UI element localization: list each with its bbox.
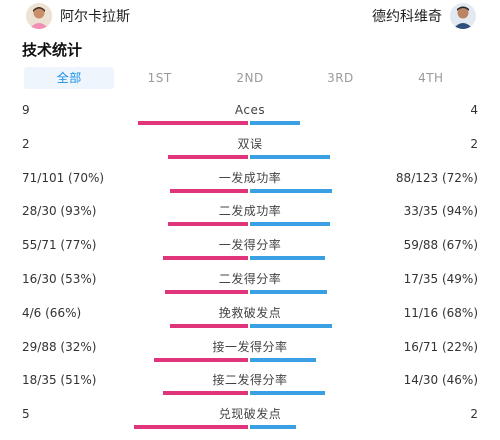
stat-right-value: 17/35 (49%) xyxy=(403,272,478,286)
stat-left-value: 16/30 (53%) xyxy=(22,272,97,286)
stat-right-bar xyxy=(250,154,330,159)
tab-4th[interactable]: 4TH xyxy=(418,71,444,85)
stat-label: 一发得分率 xyxy=(218,238,282,253)
stat-left-bar xyxy=(163,391,248,396)
stat-label: 接二发得分率 xyxy=(212,373,288,388)
stat-right-value: 4 xyxy=(470,103,478,117)
stat-right-bar xyxy=(250,290,327,294)
stat-right-value: 2 xyxy=(470,407,478,422)
stat-left-bar xyxy=(154,357,248,362)
person-icon xyxy=(26,3,52,29)
player-right-name[interactable]: 德约科维奇 xyxy=(372,9,442,25)
stat-right-bar xyxy=(250,121,300,125)
stat-label: 挽救破发点 xyxy=(218,305,282,320)
stat-left-value: 2 xyxy=(22,136,30,151)
stat-right-value: 11/16 (68%) xyxy=(403,305,478,320)
section-title: 技术统计 xyxy=(22,41,83,59)
stat-left-bar xyxy=(165,290,248,294)
player-left-avatar[interactable] xyxy=(26,3,52,29)
tab-all[interactable]: 全部 xyxy=(24,67,115,89)
stat-label: 一发成功率 xyxy=(218,170,282,185)
stat-left-value: 29/88 (32%) xyxy=(22,339,97,354)
stat-left-bar xyxy=(163,256,248,261)
stat-label: 二发成功率 xyxy=(218,204,282,219)
stat-left-bar xyxy=(138,121,248,125)
stat-left-value: 4/6 (66%) xyxy=(22,305,82,320)
stat-left-value: 71/101 (70%) xyxy=(22,170,105,185)
stat-label: 二发得分率 xyxy=(218,272,282,286)
player-left-name[interactable]: 阿尔卡拉斯 xyxy=(60,9,130,25)
stat-left-bar xyxy=(168,154,248,159)
stat-label: Aces xyxy=(234,103,266,117)
stat-row: 5 兑现破发点 2 xyxy=(0,406,500,440)
stat-row: 9 Aces 4 xyxy=(0,102,500,136)
player-right-avatar[interactable] xyxy=(450,3,476,29)
stat-left-value: 5 xyxy=(22,407,30,422)
stat-row: 18/35 (51%) 接二发得分率 14/30 (46%) xyxy=(0,372,500,406)
stat-row: 16/30 (53%) 二发得分率 17/35 (49%) xyxy=(0,271,500,305)
stat-label: 兑现破发点 xyxy=(218,407,282,422)
stat-right-value: 2 xyxy=(470,136,478,151)
stat-row: 29/88 (32%) 接一发得分率 16/71 (22%) xyxy=(0,339,500,373)
stat-right-bar xyxy=(250,188,332,193)
stat-right-bar xyxy=(250,222,330,227)
stat-right-value: 16/71 (22%) xyxy=(403,339,478,354)
set-tabs: 全部 1ST 2ND 3RD 4TH xyxy=(24,67,476,89)
stat-left-value: 28/30 (93%) xyxy=(22,204,97,219)
stat-left-bar xyxy=(170,188,248,193)
stat-row: 28/30 (93%) 二发成功率 33/35 (94%) xyxy=(0,203,500,237)
stat-label: 接一发得分率 xyxy=(212,339,288,354)
stat-right-bar xyxy=(250,391,325,396)
stat-left-bar xyxy=(170,323,248,328)
stat-label: 双误 xyxy=(237,136,263,151)
tab-1st[interactable]: 1ST xyxy=(147,71,172,85)
stat-left-value: 9 xyxy=(22,103,30,117)
stat-right-bar xyxy=(250,323,332,328)
stat-row: 71/101 (70%) 一发成功率 88/123 (72%) xyxy=(0,170,500,204)
stat-right-value: 14/30 (46%) xyxy=(403,373,478,388)
match-header: 阿尔卡拉斯 德约科维奇 xyxy=(0,0,500,34)
stat-left-bar xyxy=(134,425,248,430)
stat-row: 4/6 (66%) 挽救破发点 11/16 (68%) xyxy=(0,305,500,339)
stat-right-value: 88/123 (72%) xyxy=(395,170,478,185)
tab-2nd[interactable]: 2ND xyxy=(236,71,264,85)
stat-right-value: 33/35 (94%) xyxy=(403,204,478,219)
stat-right-value: 59/88 (67%) xyxy=(403,238,478,253)
stat-left-bar xyxy=(168,222,248,227)
person-icon xyxy=(450,3,476,29)
tab-3rd[interactable]: 3RD xyxy=(327,71,354,85)
stat-left-value: 18/35 (51%) xyxy=(22,373,97,388)
stat-row: 55/71 (77%) 一发得分率 59/88 (67%) xyxy=(0,237,500,271)
stat-left-value: 55/71 (77%) xyxy=(22,238,97,253)
stat-right-bar xyxy=(250,256,325,261)
stat-right-bar xyxy=(250,357,316,362)
stat-right-bar xyxy=(250,425,296,430)
stat-row: 2 双误 2 xyxy=(0,136,500,170)
